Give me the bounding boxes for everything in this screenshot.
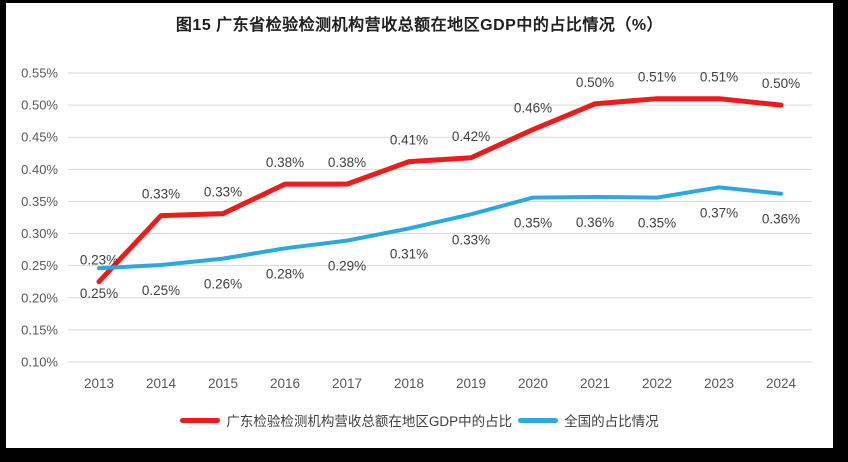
- data-label-national: 0.29%: [328, 259, 366, 274]
- data-label-guangdong: 0.51%: [700, 70, 738, 85]
- x-tick-label: 2021: [580, 376, 610, 391]
- data-label-national: 0.26%: [204, 277, 242, 292]
- data-label-national: 0.37%: [700, 205, 738, 220]
- x-tick-label: 2014: [146, 376, 177, 391]
- data-label-guangdong: 0.38%: [266, 155, 304, 170]
- y-tick-label: 0.30%: [21, 226, 58, 241]
- legend-label-national: 全国的占比情况: [564, 414, 659, 429]
- data-label-national: 0.33%: [452, 232, 490, 247]
- data-label-national: 0.25%: [80, 286, 118, 301]
- data-label-guangdong: 0.33%: [204, 185, 242, 200]
- legend-label-guangdong: 广东检验检测机构营收总额在地区GDP中的占比: [226, 414, 513, 429]
- chart-legend: 广东检验检测机构营收总额在地区GDP中的占比 全国的占比情况: [6, 410, 833, 430]
- data-label-guangdong: 0.41%: [390, 133, 428, 148]
- chart-title: 图15 广东省检验检测机构营收总额在地区GDP中的占比情况（%）: [175, 17, 664, 34]
- x-tick-label: 2022: [642, 376, 672, 391]
- x-tick-label: 2018: [394, 376, 424, 391]
- x-tick-label: 2019: [456, 376, 486, 391]
- y-tick-label: 0.20%: [21, 290, 58, 305]
- y-tick-label: 0.15%: [21, 322, 58, 337]
- y-tick-label: 0.45%: [21, 130, 58, 145]
- data-label-national: 0.28%: [266, 266, 304, 281]
- y-tick-label: 0.10%: [21, 355, 58, 370]
- y-tick-label: 0.50%: [21, 98, 58, 113]
- data-label-national: 0.25%: [142, 283, 180, 298]
- data-label-national: 0.31%: [390, 246, 428, 261]
- series-line-national: [97, 185, 783, 271]
- data-label-national: 0.36%: [762, 212, 800, 227]
- data-label-national: 0.36%: [576, 215, 614, 230]
- y-tick-label: 0.55%: [21, 66, 58, 81]
- x-tick-label: 2024: [766, 376, 797, 391]
- y-tick-label: 0.35%: [21, 194, 58, 209]
- x-tick-label: 2023: [704, 376, 734, 391]
- data-label-guangdong: 0.50%: [762, 76, 800, 91]
- data-label-guangdong: 0.33%: [142, 187, 180, 202]
- x-tick-label: 2015: [208, 376, 238, 391]
- series-line-guangdong: [96, 96, 784, 285]
- y-tick-label: 0.40%: [21, 162, 58, 177]
- x-tick-label: 2016: [270, 376, 300, 391]
- y-tick-label: 0.25%: [21, 258, 58, 273]
- data-label-guangdong: 0.38%: [328, 155, 366, 170]
- data-label-guangdong: 0.23%: [80, 253, 118, 268]
- data-label-national: 0.35%: [514, 216, 552, 231]
- data-label-guangdong: 0.51%: [638, 70, 676, 85]
- data-label-national: 0.35%: [638, 216, 676, 231]
- blue-line-swatch-icon: [518, 417, 559, 423]
- x-tick-label: 2017: [332, 376, 362, 391]
- legend-item-national: 全国的占比情况: [518, 410, 659, 430]
- legend-item-guangdong: 广东检验检测机构营收总额在地区GDP中的占比: [180, 410, 512, 430]
- data-label-guangdong: 0.46%: [514, 101, 552, 116]
- data-label-guangdong: 0.50%: [576, 75, 614, 90]
- line-chart: 0.55% 0.50% 0.45% 0.40% 0.35% 0.30% 0.25% 0.20%…: [21, 66, 812, 391]
- x-tick-label: 2020: [518, 376, 548, 391]
- red-line-swatch-icon: [180, 417, 221, 423]
- data-label-guangdong: 0.42%: [452, 129, 490, 144]
- x-tick-label: 2013: [84, 376, 114, 391]
- chart-panel: 图15 广东省检验检测机构营收总额在地区GDP中的占比情况（%） 0.55% 0.…: [6, 3, 833, 448]
